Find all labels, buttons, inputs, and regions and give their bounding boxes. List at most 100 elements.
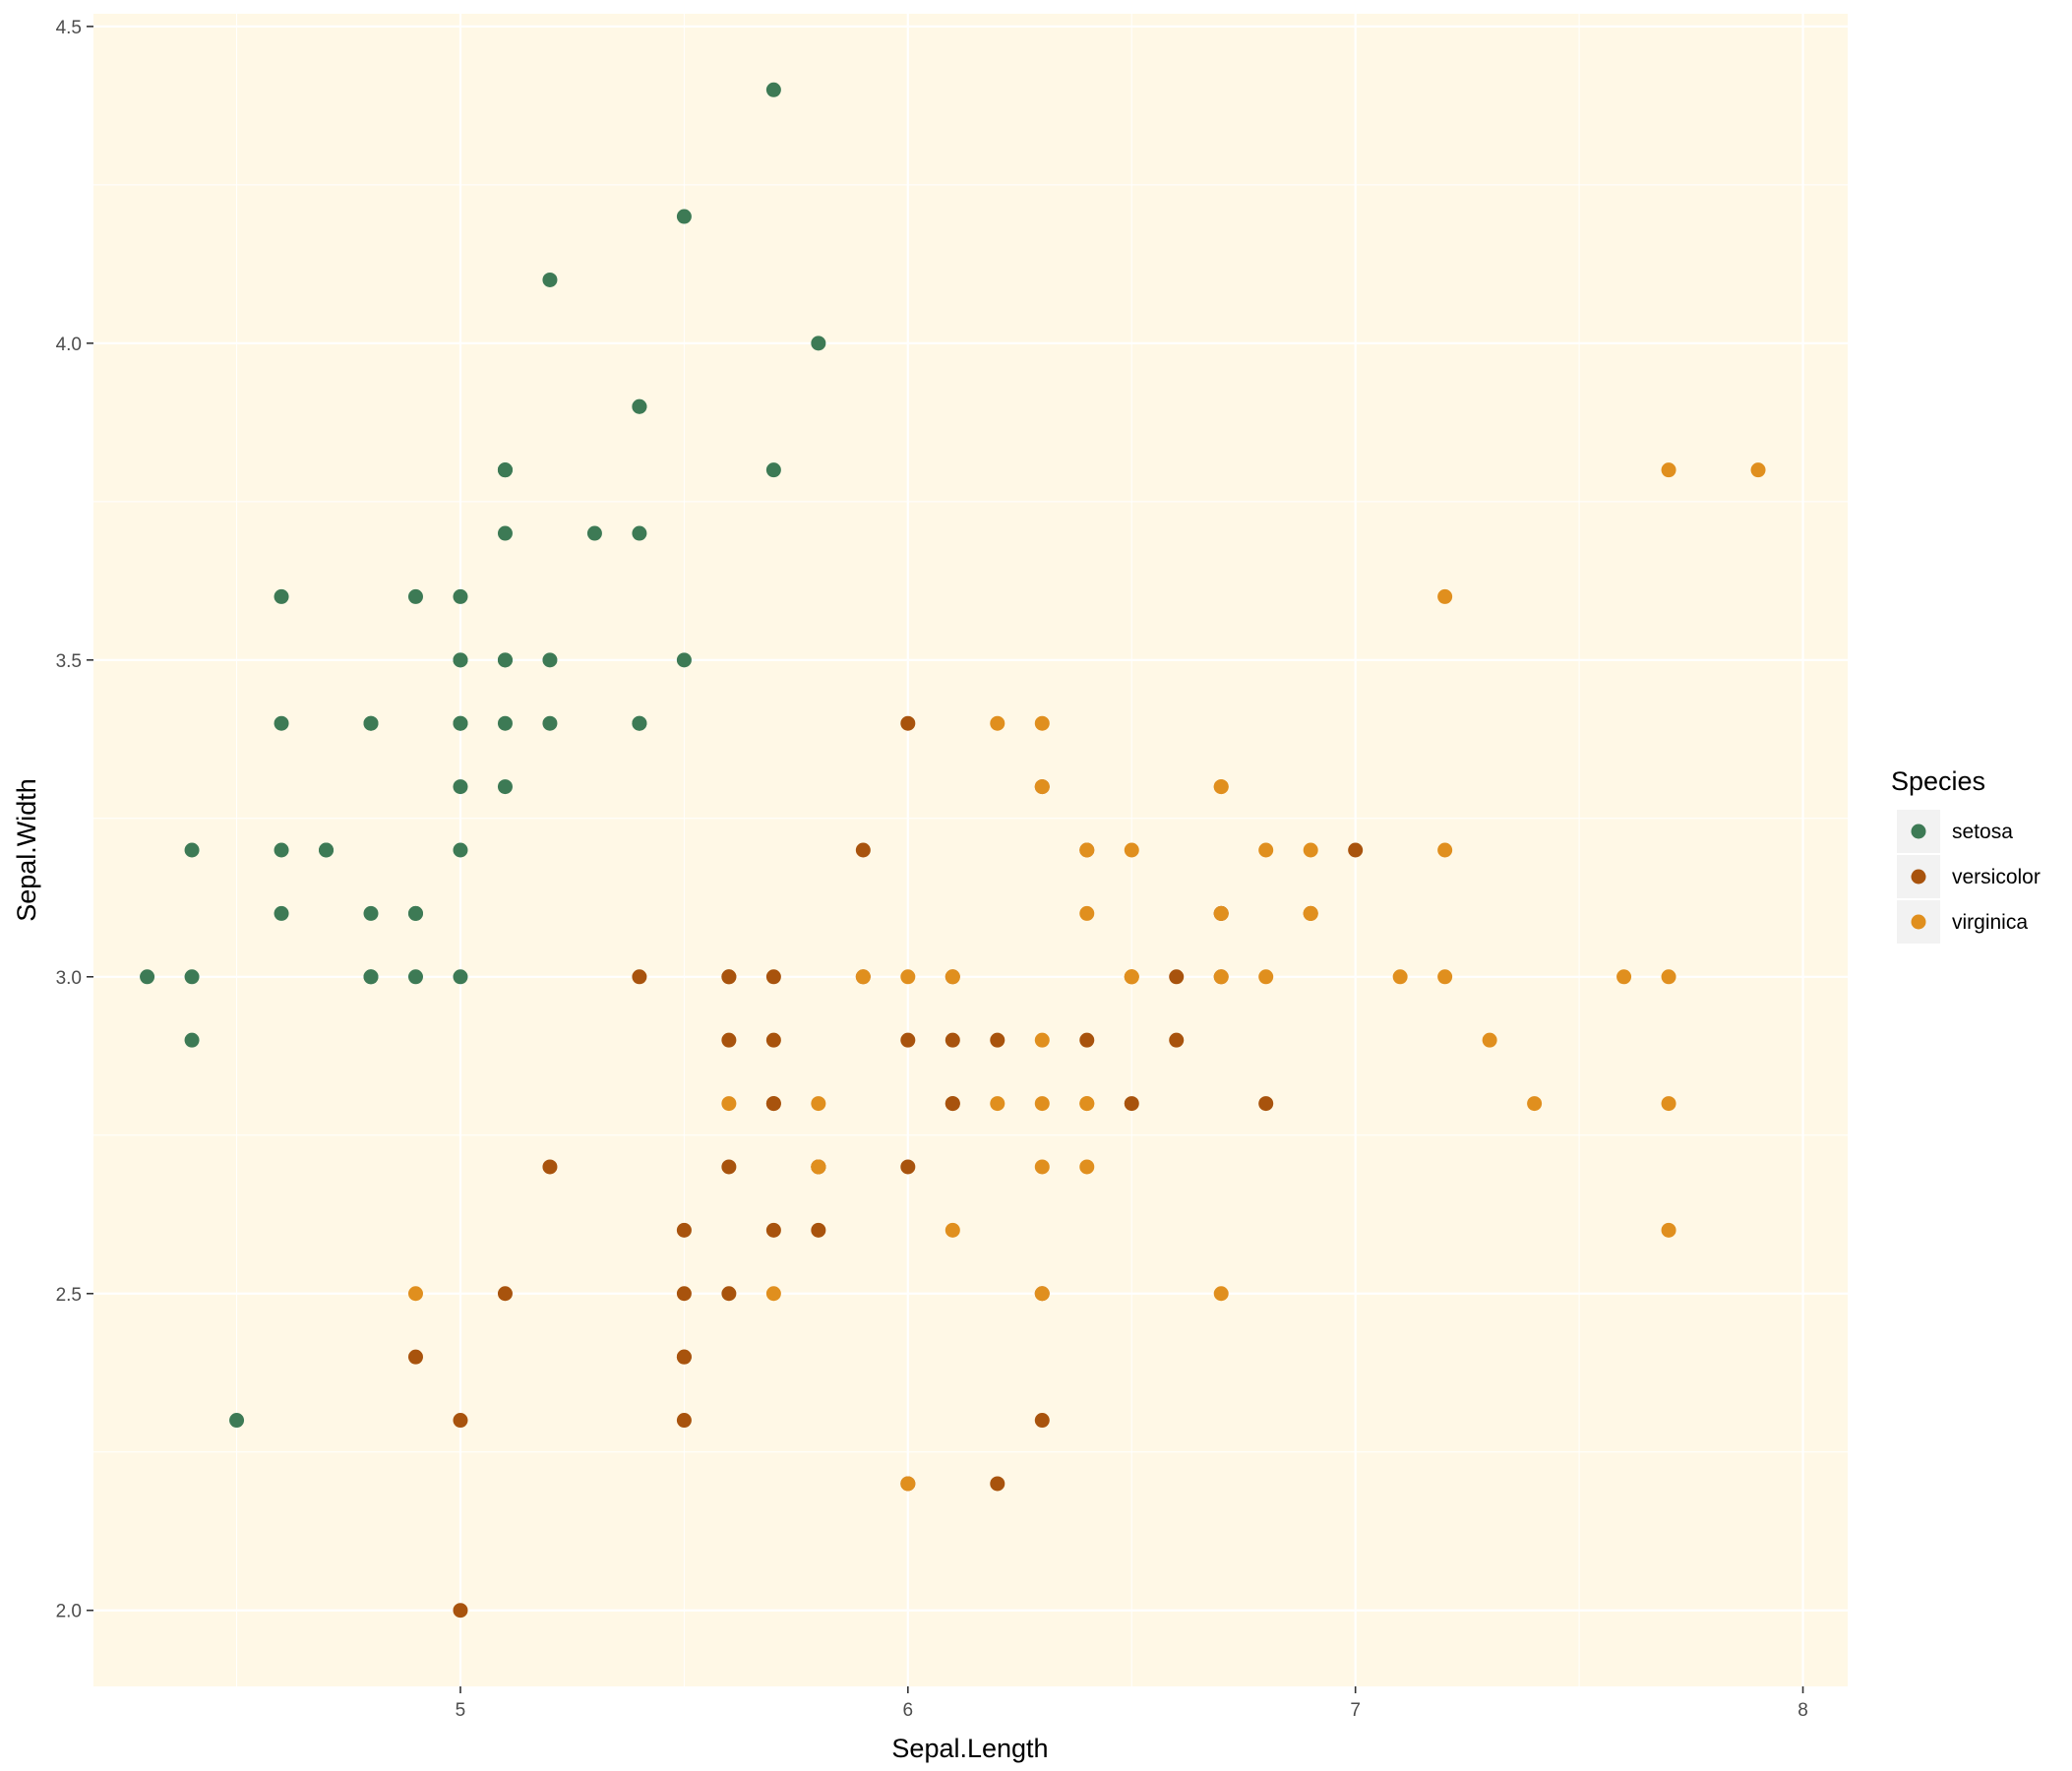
data-point [765, 462, 781, 478]
y-tick-label: 2.0 [56, 1602, 82, 1622]
data-point [1258, 1096, 1274, 1112]
data-point [453, 652, 468, 668]
y-tick-label: 3.0 [56, 968, 82, 989]
data-point [945, 1032, 960, 1048]
data-point [900, 969, 916, 985]
data-point [1661, 1096, 1676, 1112]
legend-swatch [1911, 869, 1926, 885]
data-point [407, 1349, 423, 1365]
data-point [453, 779, 468, 795]
data-point [676, 209, 692, 224]
data-point [1213, 905, 1229, 921]
data-point [229, 1413, 245, 1429]
legend-item-setosa: setosa [1897, 810, 2013, 853]
data-point [497, 652, 513, 668]
data-point [1034, 715, 1050, 731]
data-point [1303, 905, 1318, 921]
data-point [1213, 779, 1229, 795]
data-point [1213, 969, 1229, 985]
data-point [184, 1032, 200, 1048]
data-point [453, 842, 468, 858]
data-point [1034, 1159, 1050, 1175]
data-point [1258, 842, 1274, 858]
data-point [319, 842, 335, 858]
data-point [765, 1286, 781, 1302]
grid-major [93, 14, 1848, 1686]
data-point [721, 969, 737, 985]
data-point [1079, 1032, 1095, 1048]
data-point [453, 588, 468, 604]
legend-item-versicolor: versicolor [1897, 855, 2041, 898]
data-point [453, 969, 468, 985]
data-point [1124, 969, 1139, 985]
data-point [900, 1159, 916, 1175]
data-point [721, 1096, 737, 1112]
data-point [811, 1096, 826, 1112]
data-point [721, 1032, 737, 1048]
x-tick-label: 7 [1350, 1700, 1361, 1721]
data-point [407, 969, 423, 985]
data-point [676, 652, 692, 668]
data-point [1124, 1096, 1139, 1112]
data-point [453, 1413, 468, 1429]
data-point [140, 969, 155, 985]
legend-label: setosa [1952, 821, 2013, 843]
data-point [1661, 969, 1676, 985]
legend-label: virginica [1952, 911, 2028, 934]
data-point [407, 1286, 423, 1302]
data-point [1124, 842, 1139, 858]
data-point [676, 1222, 692, 1238]
data-point [542, 715, 558, 731]
data-point [497, 715, 513, 731]
data-point [1437, 969, 1453, 985]
data-point [990, 1476, 1006, 1492]
data-point [1303, 842, 1318, 858]
data-point [811, 1222, 826, 1238]
data-point [363, 969, 379, 985]
data-point [274, 588, 289, 604]
data-point [1661, 1222, 1676, 1238]
data-point [542, 1159, 558, 1175]
data-point [274, 842, 289, 858]
data-point [184, 842, 200, 858]
data-point [1079, 842, 1095, 858]
data-point [363, 905, 379, 921]
data-point [453, 715, 468, 731]
data-point [721, 1286, 737, 1302]
x-tick-label: 8 [1798, 1700, 1808, 1721]
legend-swatch [1911, 914, 1926, 930]
data-point [1079, 1159, 1095, 1175]
data-point [1169, 1032, 1185, 1048]
series-virginica [407, 462, 1766, 1492]
legend-label: versicolor [1952, 866, 2041, 888]
data-point [1079, 905, 1095, 921]
data-point [1437, 842, 1453, 858]
data-point [1034, 1413, 1050, 1429]
data-point [676, 1413, 692, 1429]
data-point [586, 525, 602, 541]
data-point [765, 1032, 781, 1048]
data-point [1213, 1286, 1229, 1302]
data-point [363, 715, 379, 731]
data-point [184, 969, 200, 985]
data-point [1034, 1032, 1050, 1048]
data-points [140, 82, 1766, 1618]
plot-panel [93, 14, 1848, 1686]
data-point [900, 715, 916, 731]
data-point [542, 272, 558, 287]
data-point [811, 1159, 826, 1175]
data-point [407, 588, 423, 604]
data-point [497, 525, 513, 541]
data-point [765, 969, 781, 985]
data-point [453, 1603, 468, 1618]
data-point [1661, 462, 1676, 478]
legend-swatch [1911, 824, 1926, 839]
data-point [765, 1222, 781, 1238]
y-axis: 2.0 2.5 3.0 3.5 4.0 4.5 [56, 18, 93, 1622]
data-point [1258, 969, 1274, 985]
y-tick-label: 4.0 [56, 335, 82, 355]
data-point [855, 969, 871, 985]
data-point [855, 842, 871, 858]
data-point [632, 969, 647, 985]
